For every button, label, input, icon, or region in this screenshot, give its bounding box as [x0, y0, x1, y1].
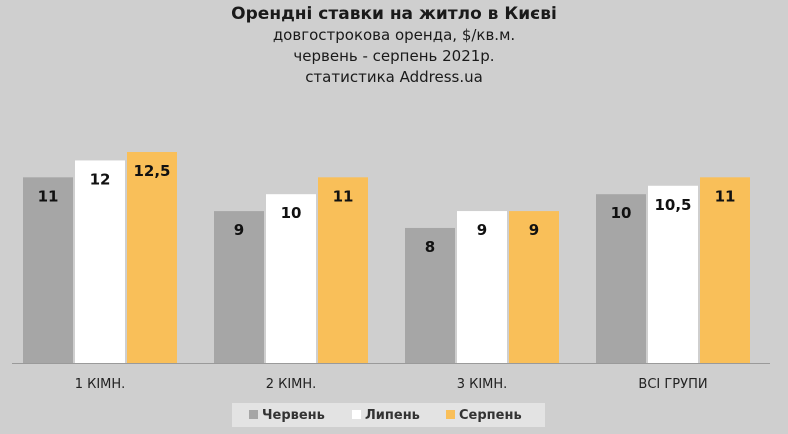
x-tick-label-3-кімн: 3 КІМН.: [457, 377, 508, 392]
chart-subtitle-1: довгострокова оренда, $/кв.м.: [272, 26, 516, 44]
data-label-серпень-всі-групи: 11: [715, 187, 736, 205]
x-tick-label-всі-групи: ВСІ ГРУПИ: [638, 377, 707, 392]
bar-серпень-2-кімн: [318, 177, 368, 363]
bar-серпень-3-кімн: [509, 211, 559, 363]
chart-title: Орендні ставки на житло в Києві: [231, 4, 557, 24]
data-label-червень-1-кімн: 11: [38, 187, 59, 205]
bar-серпень-1-кімн: [127, 152, 177, 363]
bar-липень-1-кімн: [75, 160, 125, 363]
legend-swatch-серпень: [446, 410, 455, 419]
legend-background: [232, 403, 545, 427]
chart-title-block: Орендні ставки на житло в Києві довгостр…: [0, 4, 788, 88]
x-tick-label-1-кімн: 1 КІМН.: [75, 377, 126, 392]
bars-group: 11 12 12,5 9 10 11 8 9 9 10 10,5 11: [23, 152, 750, 363]
data-label-липень-всі-групи: 10,5: [654, 196, 691, 214]
x-tick-labels: 1 КІМН. 2 КІМН. 3 КІМН. ВСІ ГРУПИ: [75, 377, 708, 392]
bar-серпень-всі-групи: [700, 177, 750, 363]
bar-червень-3-кімн: [405, 227, 455, 363]
bar-червень-1-кімн: [23, 177, 73, 363]
bar-липень-2-кімн: [266, 194, 316, 363]
legend-label-серпень: Серпень: [459, 408, 522, 423]
bar-липень-3-кімн: [457, 211, 507, 363]
legend-label-червень: Червень: [262, 408, 325, 423]
data-label-липень-1-кімн: 12: [90, 170, 111, 188]
legend: Червень Липень Серпень: [232, 403, 545, 427]
data-label-липень-3-кімн: 9: [477, 221, 487, 239]
data-label-червень-3-кімн: 8: [425, 238, 435, 256]
legend-label-липень: Липень: [365, 408, 420, 423]
chart-subtitle-3: статистика Address.ua: [305, 68, 483, 86]
legend-swatch-червень: [249, 410, 258, 419]
bar-липень-всі-групи: [648, 185, 698, 363]
data-label-серпень-1-кімн: 12,5: [133, 162, 170, 180]
data-label-липень-2-кімн: 10: [281, 204, 302, 222]
bar-червень-всі-групи: [596, 194, 646, 363]
x-tick-label-2-кімн: 2 КІМН.: [266, 377, 317, 392]
data-label-серпень-2-кімн: 11: [333, 187, 354, 205]
data-label-червень-2-кімн: 9: [234, 221, 244, 239]
legend-swatch-липень: [352, 410, 361, 419]
data-label-червень-всі-групи: 10: [611, 204, 632, 222]
bar-червень-2-кімн: [214, 211, 264, 363]
chart-subtitle-2: червень - серпень 2021р.: [293, 47, 495, 65]
data-label-серпень-3-кімн: 9: [529, 221, 539, 239]
